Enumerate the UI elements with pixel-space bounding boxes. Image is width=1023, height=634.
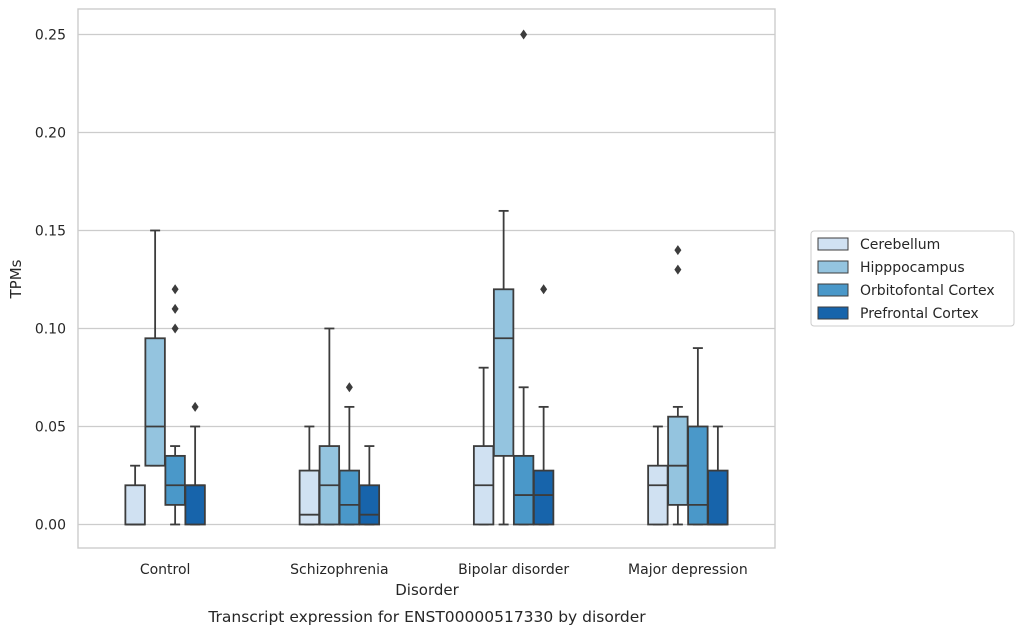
box <box>124 464 146 526</box>
outlier-point <box>171 303 179 314</box>
y-tick-label: 0.25 <box>35 27 66 43</box>
y-axis-label: TPMs <box>7 259 25 299</box>
box <box>358 445 381 526</box>
legend-label: Prefrontal Cortex <box>860 306 979 322</box>
iqr-box <box>338 469 361 526</box>
box <box>144 229 166 467</box>
y-tick-label: 0.15 <box>35 223 66 239</box>
outlier-point <box>171 284 179 295</box>
box-series <box>124 29 729 526</box>
x-tick-label: Major depression <box>628 562 748 578</box>
legend: Cerebellum Hipppocampus Orbitofontal Corte… <box>810 230 1015 327</box>
x-tick-label: Bipolar disorder <box>458 562 569 578</box>
outlier-point <box>171 323 179 334</box>
box <box>318 327 341 526</box>
iqr-box <box>707 469 729 526</box>
box <box>164 284 186 526</box>
iqr-box <box>184 484 206 526</box>
box <box>492 209 515 526</box>
iqr-box <box>358 484 381 526</box>
y-tick-label: 0.00 <box>35 517 66 533</box>
box <box>532 284 555 526</box>
iqr-box <box>144 337 166 467</box>
y-tick-label: 0.20 <box>35 125 66 141</box>
legend-swatch <box>817 283 849 297</box>
x-tick-label: Control <box>140 562 191 578</box>
legend-swatch <box>817 260 849 274</box>
series-orbitofontal-cortex <box>164 29 709 526</box>
iqr-box <box>124 484 146 526</box>
box <box>687 347 709 526</box>
box <box>472 366 495 526</box>
legend-label: Cerebellum <box>860 237 940 253</box>
box <box>184 401 206 526</box>
iqr-box <box>667 415 689 506</box>
y-tick-label: 0.05 <box>35 419 66 435</box>
outlier-point <box>674 264 682 275</box>
box <box>667 245 689 526</box>
series-cerebellum <box>124 366 669 526</box>
legend-swatch <box>817 306 849 320</box>
box <box>298 425 321 526</box>
box <box>647 425 669 526</box>
y-tick-labels: 0.00 0.05 0.10 0.15 0.20 0.25 <box>35 27 66 533</box>
series-prefrontal-cortex <box>184 284 729 526</box>
outlier-point <box>345 382 353 393</box>
iqr-box <box>164 454 186 506</box>
chart-caption: Transcript expression for ENST0000051733… <box>207 608 646 626</box>
x-tick-labels: Control Schizophrenia Bipolar disorder Majo… <box>140 562 748 578</box>
x-axis-label: Disorder <box>395 581 459 599</box>
outlier-point <box>520 29 528 40</box>
legend-label: Hipppocampus <box>860 260 965 276</box>
iqr-box <box>512 454 535 526</box>
x-tick-label: Schizophrenia <box>290 562 388 578</box>
iqr-box <box>647 464 669 526</box>
y-tick-label: 0.10 <box>35 321 66 337</box>
outlier-point <box>191 401 199 412</box>
legend-swatch <box>817 237 849 251</box>
legend-items: Cerebellum Hipppocampus Orbitofontal Corte… <box>817 237 995 322</box>
legend-frame <box>810 230 1015 327</box>
box <box>512 29 535 526</box>
series-hipppocampus <box>144 209 689 526</box>
box <box>707 425 729 526</box>
outlier-point <box>540 284 548 295</box>
legend-label: Orbitofontal Cortex <box>860 283 995 299</box>
iqr-box <box>492 288 515 457</box>
iqr-box <box>532 469 555 526</box>
outlier-point <box>674 245 682 256</box>
plot-area-frame <box>77 8 776 549</box>
iqr-box <box>687 425 709 526</box>
box <box>338 382 361 526</box>
iqr-box <box>298 469 321 526</box>
